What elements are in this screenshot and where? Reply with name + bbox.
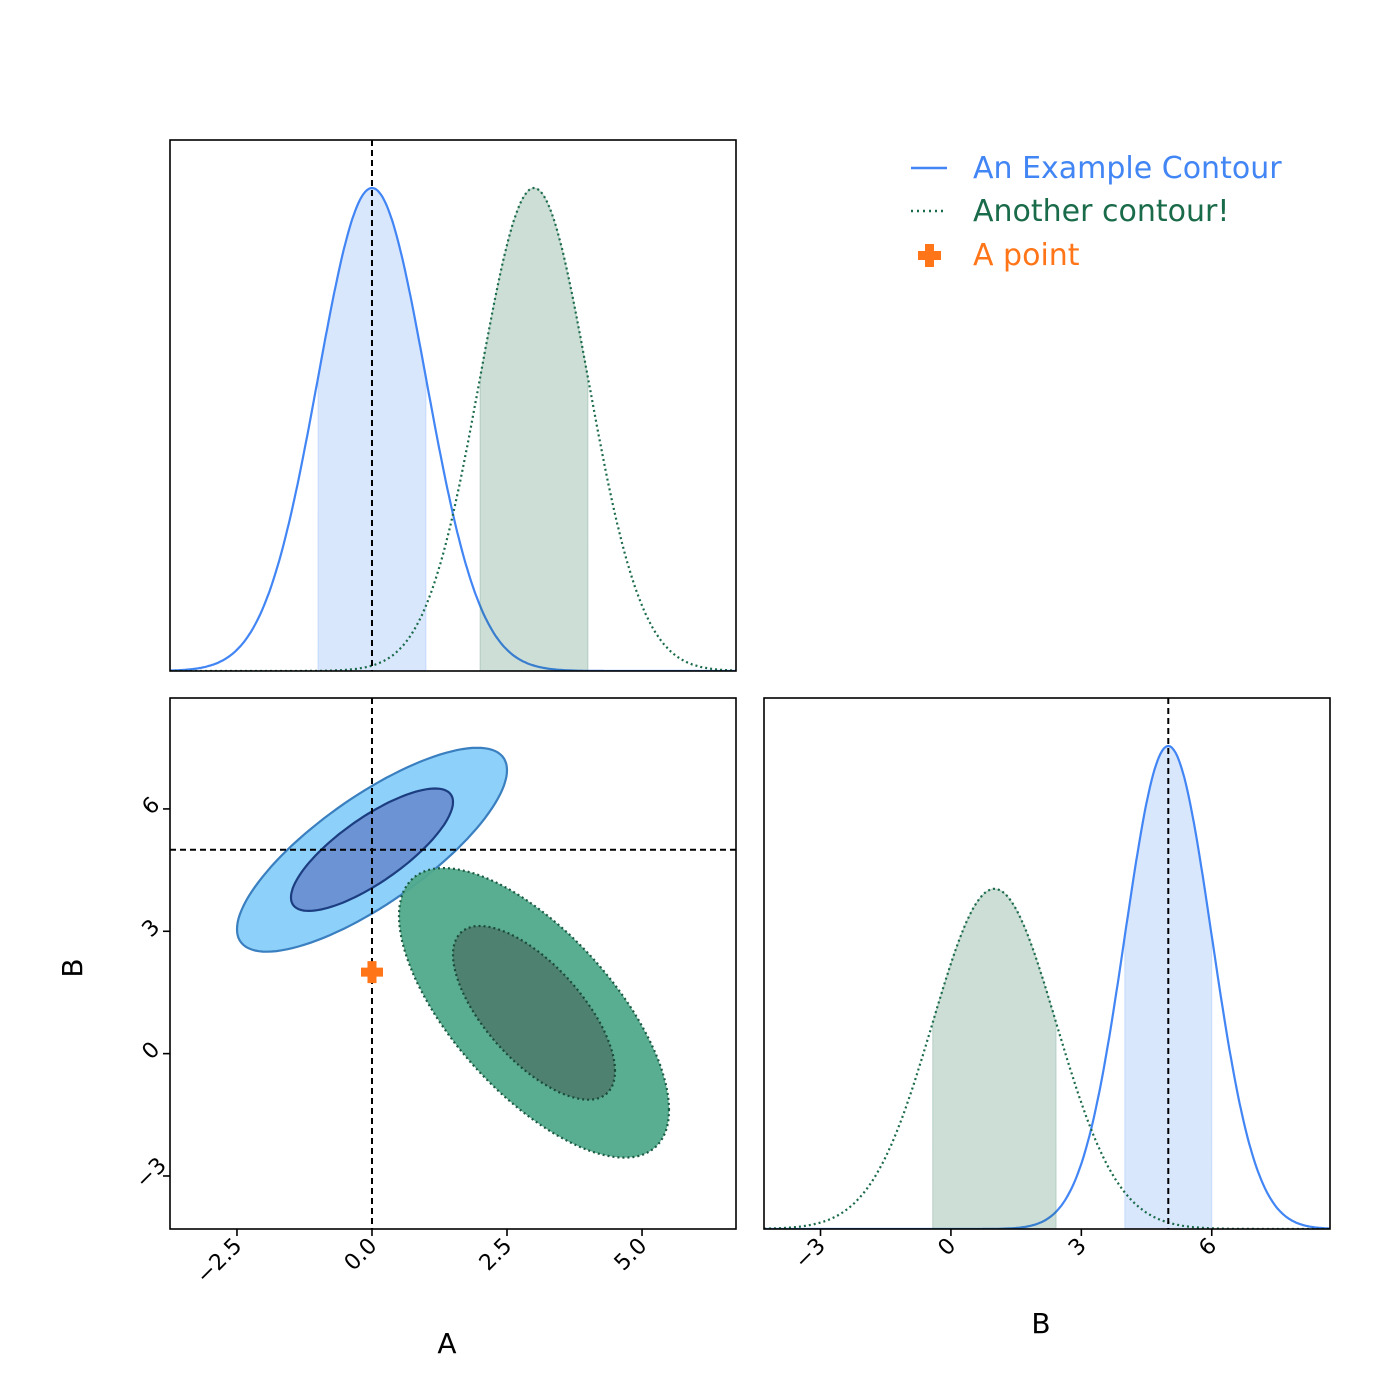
marginal-curve-series-1 <box>764 744 1330 1229</box>
panel-frame <box>169 697 737 1230</box>
x-axis-label-B: B <box>1031 1307 1050 1340</box>
panel-frame <box>169 139 737 672</box>
marginal-interval-2 <box>932 888 1057 1229</box>
marginal-interval-2 <box>479 187 589 671</box>
x-tick-label: 5.0 <box>610 1234 652 1276</box>
marginal-curve-series-2 <box>764 887 1330 1229</box>
marginal-curve-series-2 <box>170 186 736 671</box>
plot-area <box>170 698 736 1229</box>
plot-area <box>170 140 736 671</box>
legend: An Example Contour Another contour! A po… <box>911 151 1282 273</box>
x-tick-label: −3 <box>790 1234 831 1275</box>
legend-label-series-1: An Example Contour <box>973 151 1282 186</box>
legend-marker-point <box>918 244 941 267</box>
x-tick-label: 3 <box>1064 1234 1092 1262</box>
contour-series-2-level-2 <box>451 924 617 1101</box>
legend-label-point: A point <box>973 238 1080 273</box>
x-axis-label-A: A <box>437 1327 456 1360</box>
marginal-curve-series-1 <box>170 186 736 671</box>
x-tick-label: −2.5 <box>192 1234 247 1289</box>
x-tick-label: 2.5 <box>475 1234 517 1276</box>
legend-label-series-2: Another contour! <box>973 194 1229 229</box>
marginal-B-panel <box>763 697 1331 1230</box>
x-tick-label: 6 <box>1194 1234 1222 1262</box>
y-tick-label: 6 <box>138 793 166 821</box>
y-axis-label-B: B <box>56 958 89 977</box>
panel-frame <box>763 697 1331 1230</box>
joint-A-B-panel <box>169 697 737 1230</box>
x-tick-label: 0 <box>934 1234 962 1262</box>
y-tick-label: 3 <box>138 915 166 943</box>
plot-area <box>764 698 1330 1229</box>
x-tick-label: 0.0 <box>340 1234 382 1276</box>
marginal-A-panel <box>169 139 737 672</box>
point-marker-1 <box>360 961 383 984</box>
y-tick-label: 0 <box>138 1037 166 1065</box>
y-tick-label: −3 <box>131 1153 172 1194</box>
